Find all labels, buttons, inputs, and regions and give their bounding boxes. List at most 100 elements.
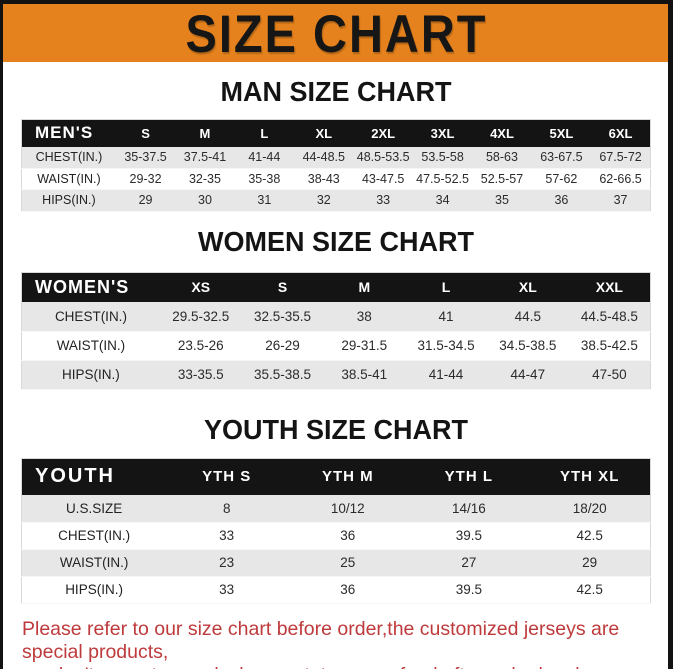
top-border: [0, 0, 673, 4]
size-value: 27: [461, 555, 477, 570]
row-label: WAIST(IN.): [37, 171, 101, 186]
size-value: 33: [376, 193, 391, 208]
section-heading: MAN SIZE CHART: [220, 76, 452, 108]
title-banner: SIZE CHART: [0, 3, 673, 63]
table-title: MEN'S: [35, 123, 94, 143]
table-row: HIPS(IN.) 29 30 31 32 33 34 35 36 37: [21, 189, 651, 211]
size-value: 48.5-53.5: [356, 150, 410, 164]
size-value: 32.5-35.5: [254, 308, 312, 324]
size-section: YOUTH SIZE CHART YOUTH YTH S YTH M YTH L YTH…: [21, 414, 651, 604]
table-row: CHEST(IN.) 33 36 39.5 42.5: [21, 522, 651, 549]
size-value: 25: [340, 555, 356, 570]
column-header: YTH S: [202, 468, 252, 486]
size-value: 14/16: [451, 500, 486, 516]
column-header: XL: [518, 279, 537, 296]
size-value: 35-37.5: [124, 150, 167, 164]
table-header-row: MEN'S S M L XL 2XL 3XL 4XL 5XL 6XL: [21, 119, 651, 147]
size-value: 36: [554, 193, 569, 208]
size-value: 32-35: [188, 171, 221, 186]
column-header: 3XL: [430, 125, 455, 141]
size-value: 18/20: [572, 500, 607, 516]
size-table: YOUTH YTH S YTH M YTH L YTH XL U.S.SIZE 8 10/1…: [21, 457, 651, 604]
size-value: 33-35.5: [177, 367, 224, 382]
size-value: 29: [138, 193, 153, 208]
size-value: 8: [222, 500, 231, 516]
row-label: CHEST(IN.): [35, 150, 103, 164]
row-label: CHEST(IN.): [54, 308, 127, 324]
size-value: 53.5-58: [421, 150, 464, 164]
column-header: M: [358, 279, 371, 296]
size-value: 35.5-38.5: [254, 367, 312, 382]
size-value: 29: [582, 555, 598, 570]
table-row: CHEST(IN.) 29.5-32.5 32.5-35.5 38 41 44.5 44.5…: [21, 302, 651, 331]
size-value: 57-62: [545, 171, 578, 186]
size-value: 29-32: [129, 171, 162, 186]
table-header-row: YOUTH YTH S YTH M YTH L YTH XL: [21, 458, 651, 495]
column-header: YTH L: [444, 468, 494, 486]
table-row: WAIST(IN.) 29-32 32-35 35-38 38-43 43-47.5 47.…: [21, 168, 651, 190]
footer-line-2: we don't accept cancel, change, teturn o…: [22, 664, 663, 669]
size-value: 41-44: [428, 367, 464, 382]
row-label: U.S.SIZE: [65, 500, 123, 516]
size-value: 47.5-52.5: [416, 171, 469, 186]
left-border: [0, 0, 3, 669]
table-row: WAIST(IN.) 23 25 27 29: [21, 549, 651, 576]
size-value: 47-50: [592, 367, 627, 382]
size-value: 31.5-34.5: [417, 338, 475, 353]
sections-container: MAN SIZE CHART MEN'S S M L XL 2XL 3XL 4XL 5XL 6XL…: [0, 77, 673, 604]
size-value: 37.5-41: [183, 150, 227, 164]
column-header: XXL: [595, 279, 623, 296]
size-value: 38.5-41: [341, 367, 388, 382]
table-row: WAIST(IN.) 23.5-26 26-29 29-31.5 31.5-34.5 34…: [21, 331, 651, 360]
size-section: WOMEN SIZE CHART WOMEN'S XS S M L XL XXL CHEST…: [21, 226, 651, 390]
column-header: YTH M: [321, 468, 374, 486]
column-header: 5XL: [549, 125, 574, 141]
size-value: 41: [438, 308, 454, 324]
section-heading: WOMEN SIZE CHART: [198, 226, 474, 257]
size-value: 23: [219, 555, 235, 570]
column-header: S: [141, 125, 150, 141]
size-value: 39.5: [455, 582, 482, 597]
size-value: 42.5: [576, 528, 603, 543]
size-value: 29.5-32.5: [172, 308, 230, 324]
size-section: MAN SIZE CHART MEN'S S M L XL 2XL 3XL 4XL 5XL 6XL…: [21, 77, 651, 212]
size-value: 44-47: [510, 367, 546, 382]
column-header: S: [277, 279, 288, 296]
column-header: XS: [191, 279, 211, 296]
table-header-row: WOMEN'S XS S M L XL XXL: [21, 272, 651, 302]
row-label: HIPS(IN.): [62, 367, 120, 382]
row-label: WAIST(IN.): [56, 338, 126, 353]
column-header: XL: [315, 125, 333, 141]
size-value: 36: [340, 582, 356, 597]
size-value: 38.5-42.5: [580, 338, 638, 353]
size-table: WOMEN'S XS S M L XL XXL CHEST(IN.) 29.5-32.5 32.…: [21, 271, 651, 390]
column-header: 4XL: [490, 125, 514, 141]
table-row: HIPS(IN.) 33 36 39.5 42.5: [21, 576, 651, 603]
table-title: YOUTH: [35, 465, 115, 488]
row-label: WAIST(IN.): [59, 555, 129, 570]
column-header: YTH XL: [560, 468, 620, 486]
size-table: MEN'S S M L XL 2XL 3XL 4XL 5XL 6XL CHEST(IN.) 35-3…: [21, 119, 651, 212]
size-value: 29-31.5: [341, 338, 388, 353]
size-value: 34: [435, 193, 450, 208]
size-value: 37: [613, 193, 628, 208]
size-value: 35-38: [248, 171, 281, 186]
size-value: 30: [198, 193, 212, 208]
size-value: 35: [495, 193, 509, 208]
column-header: 6XL: [608, 125, 633, 141]
size-value: 52.5-57: [480, 171, 524, 186]
size-value: 41-44: [248, 150, 281, 164]
size-value: 23.5-26: [177, 338, 224, 353]
size-value: 63-67.5: [540, 150, 583, 164]
size-value: 36: [340, 528, 356, 543]
column-header: L: [441, 279, 451, 296]
size-value: 43-47.5: [361, 171, 405, 186]
size-value: 33: [219, 582, 235, 597]
size-value: 42.5: [576, 582, 603, 597]
table-row: CHEST(IN.) 35-37.5 37.5-41 41-44 44-48.5 48.5…: [21, 146, 651, 168]
table-row: U.S.SIZE 8 10/12 14/16 18/20: [21, 495, 651, 522]
size-value: 67.5-72: [599, 150, 642, 164]
size-value: 39.5: [455, 528, 482, 543]
table-row: HIPS(IN.) 33-35.5 35.5-38.5 38.5-41 41-44 44-…: [21, 360, 651, 389]
